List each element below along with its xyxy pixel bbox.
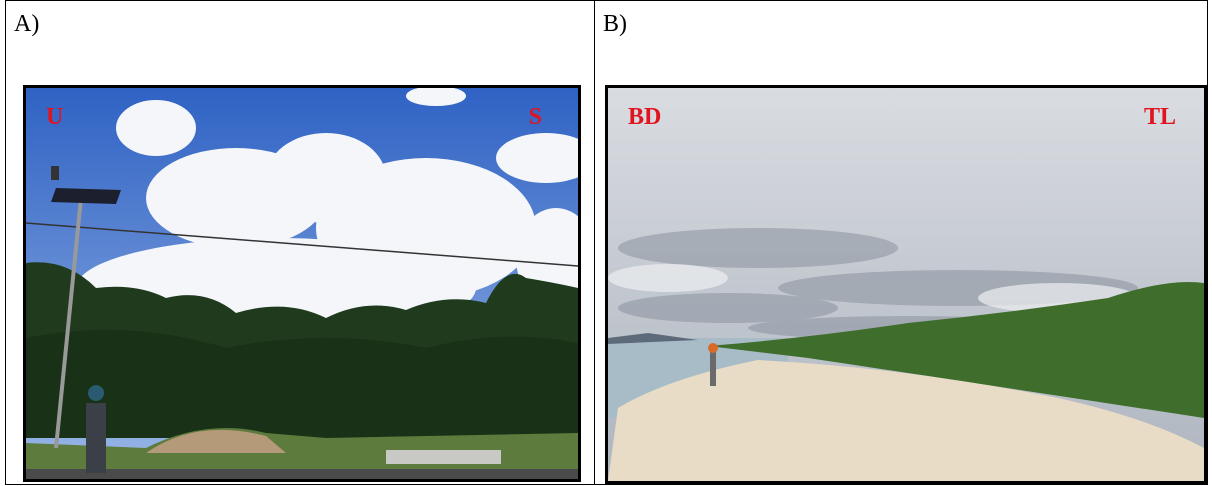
photo-drawing [608, 88, 1204, 481]
direction-tag: U [46, 104, 63, 131]
photo-drawing [26, 88, 578, 479]
figure: A) B) [0, 0, 1212, 486]
direction-tag: BD [628, 104, 661, 131]
photo-beach: BD TL [605, 85, 1207, 484]
direction-tag: S [529, 104, 542, 131]
panel-label: B) [603, 11, 627, 38]
photo-mangrove: U S [23, 85, 581, 482]
panel-label: A) [14, 11, 39, 38]
direction-tag: TL [1144, 104, 1176, 131]
